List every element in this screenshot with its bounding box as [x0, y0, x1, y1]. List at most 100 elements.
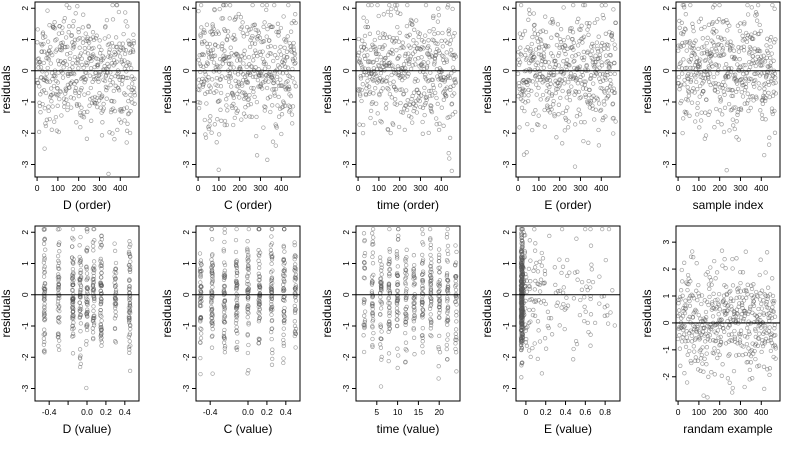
data-point: [117, 54, 123, 59]
data-point: [125, 111, 131, 117]
data-point: [256, 226, 261, 232]
data-point: [405, 98, 410, 103]
data-point: [445, 243, 451, 249]
data-point: [564, 57, 570, 63]
data-point: [420, 326, 425, 331]
data-point: [253, 74, 258, 79]
data-point: [77, 260, 82, 265]
data-point: [532, 287, 537, 292]
data-point: [410, 22, 415, 27]
data-point: [122, 51, 128, 57]
data-point: [90, 30, 96, 35]
data-point: [393, 97, 398, 102]
data-point: [127, 332, 132, 338]
data-point: [234, 296, 240, 301]
data-point: [285, 65, 291, 70]
data-point: [114, 59, 119, 64]
data-point: [696, 335, 702, 340]
data-point: [224, 97, 229, 102]
data-point: [428, 332, 433, 338]
data-point: [519, 245, 524, 250]
y-tick-label: 0: [501, 68, 511, 73]
data-point: [520, 278, 525, 283]
data-point: [684, 110, 689, 115]
data-point: [257, 284, 262, 289]
data-point: [220, 61, 225, 66]
data-point: [233, 278, 239, 283]
data-point: [546, 90, 552, 95]
data-point: [112, 316, 118, 321]
data-point: [90, 95, 95, 101]
data-point: [575, 43, 581, 48]
x-tick-label: 400: [754, 183, 768, 193]
data-point: [564, 67, 570, 73]
data-point: [541, 54, 547, 59]
data-point: [100, 108, 106, 113]
data-point: [86, 90, 91, 96]
data-point: [124, 128, 130, 133]
data-point: [404, 287, 409, 292]
data-point: [437, 265, 442, 270]
data-point: [608, 82, 614, 87]
data-point: [123, 48, 129, 53]
data-point: [227, 71, 233, 76]
data-point: [394, 306, 400, 311]
data-point: [529, 297, 534, 302]
data-point: [70, 226, 76, 232]
data-point: [572, 73, 577, 78]
data-point: [56, 343, 61, 349]
data-point: [132, 90, 137, 95]
data-point: [265, 44, 271, 50]
data-point: [428, 252, 433, 258]
data-point: [373, 49, 378, 54]
data-point: [241, 78, 246, 83]
data-point: [221, 249, 226, 254]
data-point: [198, 34, 203, 39]
data-point: [567, 270, 572, 275]
data-point: [543, 29, 549, 35]
data-point: [436, 6, 441, 11]
data-point: [750, 376, 755, 381]
data-point: [127, 267, 132, 272]
data-point: [768, 65, 773, 71]
data-point: [586, 329, 591, 335]
data-point: [722, 36, 727, 42]
data-point: [545, 323, 550, 329]
data-point: [370, 323, 375, 329]
data-point: [693, 355, 698, 360]
data-point: [127, 130, 133, 136]
data-point: [292, 333, 297, 339]
data-point: [520, 258, 525, 263]
data-point: [262, 20, 267, 25]
data-point: [292, 50, 297, 56]
data-point: [387, 305, 392, 311]
data-point: [587, 92, 592, 98]
data-point: [526, 93, 531, 98]
data-point: [519, 92, 524, 98]
data-point: [769, 51, 774, 56]
data-point: [701, 393, 706, 398]
data-point: [419, 299, 425, 304]
data-point: [235, 339, 240, 345]
data-point: [759, 301, 764, 307]
data-point: [70, 60, 75, 66]
data-point: [256, 341, 261, 346]
data-point: [444, 346, 449, 352]
data-point: [551, 67, 556, 73]
y-tick-label: 2: [661, 266, 671, 271]
data-point: [518, 45, 523, 50]
data-point: [271, 80, 276, 86]
data-point: [517, 84, 522, 89]
data-point: [680, 279, 685, 284]
data-point: [85, 109, 90, 114]
data-point: [370, 250, 376, 255]
data-point: [729, 304, 734, 309]
y-tick-label: 1: [181, 37, 191, 42]
data-point: [683, 12, 688, 17]
data-point: [437, 288, 442, 293]
data-point: [745, 359, 751, 365]
data-point: [411, 38, 416, 43]
data-point: [70, 326, 75, 332]
data-point: [46, 104, 51, 109]
data-point: [403, 330, 408, 336]
